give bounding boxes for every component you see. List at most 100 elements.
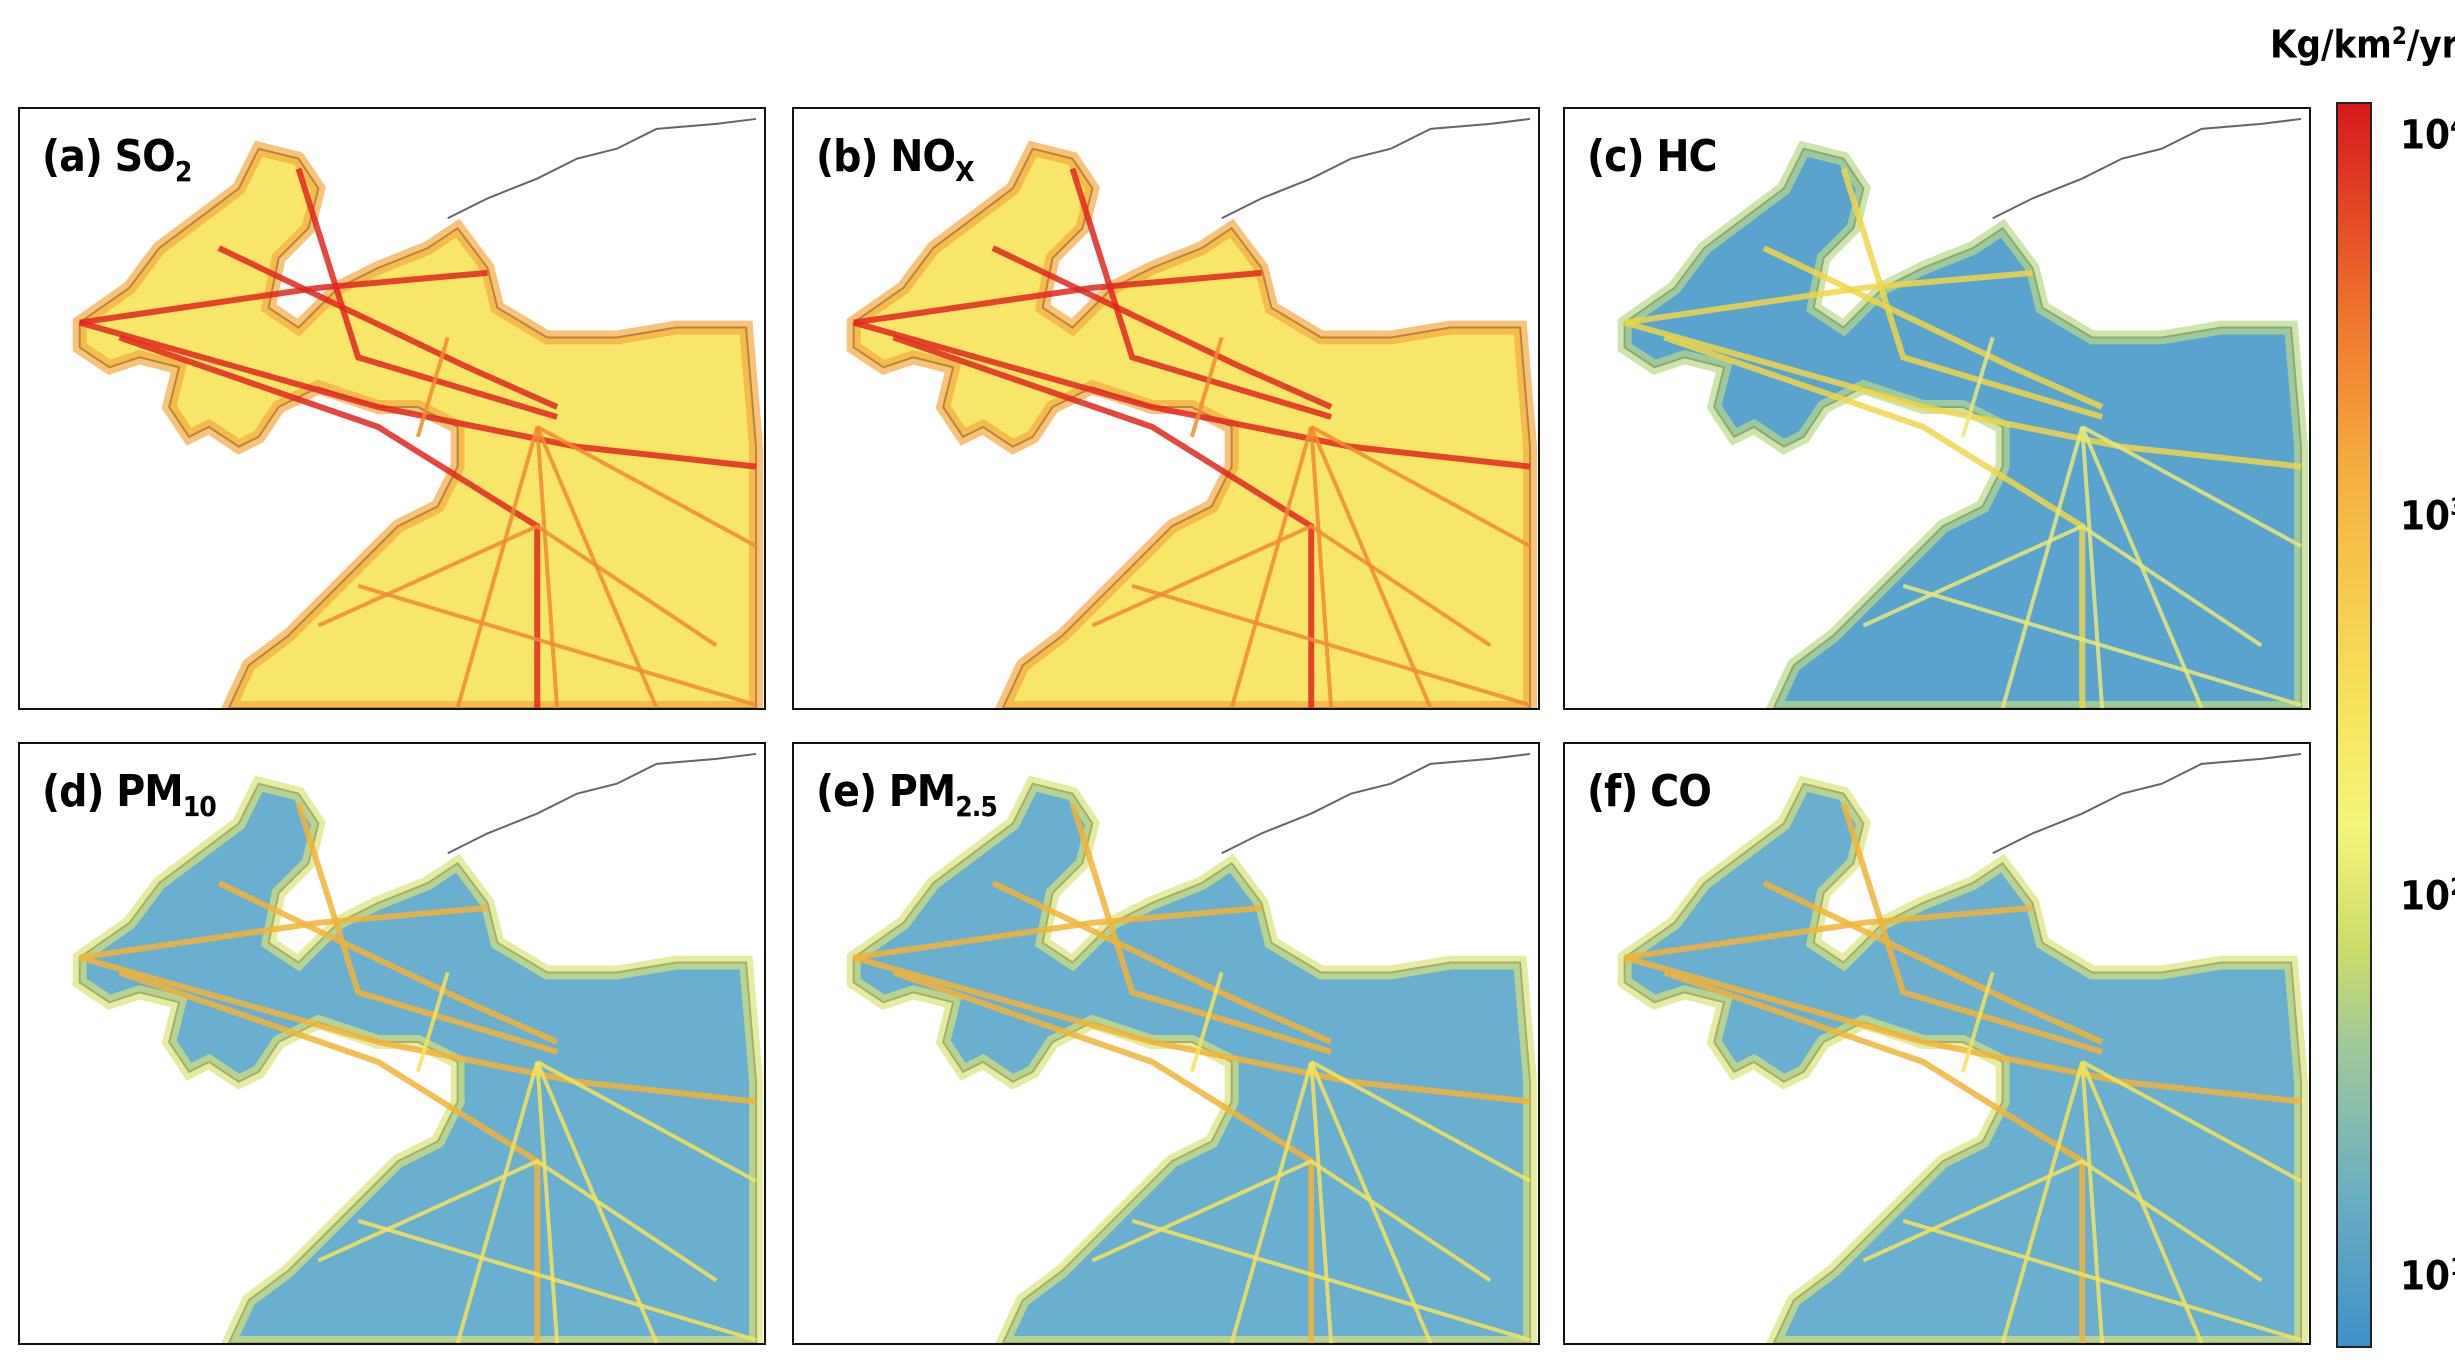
shipping-route xyxy=(455,1061,540,1343)
panel-label: (c) HC xyxy=(1587,131,1718,182)
panel-label: (a) SO2 xyxy=(42,131,192,188)
shipping-route xyxy=(1069,802,1332,1055)
shipping-route xyxy=(1862,523,2263,648)
shipping-route xyxy=(1960,336,1995,438)
colorbar-unit: Kg/km2/yr xyxy=(2270,22,2455,67)
colorbar-tick-1e4: 104 xyxy=(2400,112,2455,159)
panel-label: (f) CO xyxy=(1587,766,1712,817)
emission-map-so2 xyxy=(72,117,764,708)
shipping-route xyxy=(317,1158,718,1283)
shipping-route xyxy=(118,334,541,708)
shipping-route xyxy=(991,880,1333,1045)
shipping-route xyxy=(415,971,450,1073)
emission-map-hc xyxy=(1617,117,2309,708)
coastline xyxy=(1992,752,2302,855)
shipping-route xyxy=(1624,904,2033,961)
coastal-band xyxy=(1617,140,2309,708)
shipping-route xyxy=(455,426,540,708)
map-panel-hc: (c) HC xyxy=(1563,107,2311,710)
shipping-route xyxy=(78,954,757,1105)
coastal-band xyxy=(846,140,1538,708)
shipping-route xyxy=(295,167,558,420)
map-panel-pm10: (d) PM10 xyxy=(18,742,766,1345)
shipping-route xyxy=(2081,425,2302,548)
panel-label: (d) PM10 xyxy=(42,766,217,823)
coastal-band xyxy=(846,775,1538,1343)
coastal-band xyxy=(72,140,764,708)
colorbar-tick-1e1: 101 xyxy=(2400,1253,2455,1300)
shipping-route xyxy=(1091,523,1492,648)
shipping-route xyxy=(1623,954,2302,1105)
coastline xyxy=(447,117,757,220)
shipping-route xyxy=(2000,426,2085,708)
shipping-route xyxy=(1069,167,1332,420)
coastline xyxy=(447,752,757,855)
coastline xyxy=(1992,117,2302,220)
shipping-route xyxy=(535,1061,560,1343)
coastal-band xyxy=(72,775,764,1343)
emission-map-nox xyxy=(846,117,1538,708)
shipping-route xyxy=(1623,319,2302,470)
shipping-route xyxy=(852,954,1531,1105)
shipping-route xyxy=(1229,426,1314,708)
coastline xyxy=(1221,117,1531,220)
shipping-route xyxy=(217,880,559,1045)
shipping-route xyxy=(2080,426,2105,708)
colorbar-tick-1e3: 103 xyxy=(2400,493,2455,540)
shipping-route xyxy=(892,969,1315,1343)
shipping-route xyxy=(357,1218,757,1342)
shipping-route xyxy=(1310,425,1531,548)
shipping-route xyxy=(1131,583,1531,707)
shipping-route xyxy=(1624,269,2033,326)
shipping-route xyxy=(1840,167,2103,420)
shipping-route xyxy=(1189,336,1224,438)
shipping-route xyxy=(1229,1061,1314,1343)
shipping-route xyxy=(1310,1060,1531,1183)
shipping-route xyxy=(536,425,757,548)
shipping-route xyxy=(1902,583,2302,707)
shipping-route xyxy=(317,523,718,648)
panel-label: (e) PM2.5 xyxy=(816,766,998,823)
shipping-route xyxy=(2081,1060,2302,1183)
shipping-route xyxy=(1960,971,1995,1073)
shipping-route xyxy=(1762,245,2104,410)
shipping-route xyxy=(79,269,488,326)
emission-map-pm25 xyxy=(846,752,1538,1343)
shipping-route xyxy=(2080,1061,2105,1343)
shipping-route xyxy=(1091,1158,1492,1283)
shipping-route xyxy=(1663,969,2086,1343)
shipping-route xyxy=(892,334,1315,708)
shipping-route xyxy=(1862,1158,2263,1283)
shipping-route xyxy=(991,245,1333,410)
colorbar xyxy=(2336,102,2372,1348)
map-panel-nox: (b) NOX xyxy=(792,107,1540,710)
shipping-route xyxy=(217,245,559,410)
colorbar-tick-1e2: 102 xyxy=(2400,873,2455,920)
emission-map-co xyxy=(1617,752,2309,1343)
shipping-route xyxy=(536,1060,757,1183)
shipping-route xyxy=(1309,1061,1334,1343)
shipping-route xyxy=(1189,971,1224,1073)
shipping-route xyxy=(853,904,1262,961)
map-panel-co: (f) CO xyxy=(1563,742,2311,1345)
emission-map-pm10 xyxy=(72,752,764,1343)
shipping-route xyxy=(295,802,558,1055)
shipping-route xyxy=(415,336,450,438)
map-panel-pm25: (e) PM2.5 xyxy=(792,742,1540,1345)
shipping-route xyxy=(2000,1061,2085,1343)
shipping-route xyxy=(1762,880,2104,1045)
shipping-route xyxy=(1840,802,2103,1055)
shipping-route xyxy=(357,583,757,707)
map-panel-so2: (a) SO2 xyxy=(18,107,766,710)
shipping-route xyxy=(1663,334,2086,708)
shipping-route xyxy=(1902,1218,2302,1342)
panel-label: (b) NOX xyxy=(816,131,975,188)
coastline xyxy=(1221,752,1531,855)
shipping-route xyxy=(1131,1218,1531,1342)
shipping-route xyxy=(1309,426,1334,708)
shipping-route xyxy=(79,904,488,961)
shipping-route xyxy=(853,269,1262,326)
shipping-route xyxy=(118,969,541,1343)
shipping-route xyxy=(535,426,560,708)
shipping-route xyxy=(78,319,757,470)
